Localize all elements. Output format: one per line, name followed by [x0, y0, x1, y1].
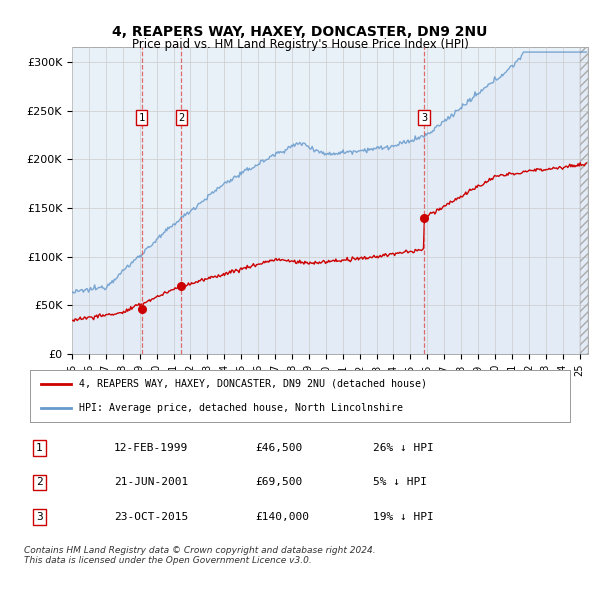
- Text: 1: 1: [139, 113, 145, 123]
- Text: 4, REAPERS WAY, HAXEY, DONCASTER, DN9 2NU (detached house): 4, REAPERS WAY, HAXEY, DONCASTER, DN9 2N…: [79, 379, 427, 389]
- Text: 26% ↓ HPI: 26% ↓ HPI: [373, 443, 434, 453]
- Text: 2: 2: [36, 477, 43, 487]
- Text: Price paid vs. HM Land Registry's House Price Index (HPI): Price paid vs. HM Land Registry's House …: [131, 38, 469, 51]
- Text: Contains HM Land Registry data © Crown copyright and database right 2024.: Contains HM Land Registry data © Crown c…: [24, 546, 376, 555]
- Text: This data is licensed under the Open Government Licence v3.0.: This data is licensed under the Open Gov…: [24, 556, 312, 565]
- Text: 4, REAPERS WAY, HAXEY, DONCASTER, DN9 2NU: 4, REAPERS WAY, HAXEY, DONCASTER, DN9 2N…: [112, 25, 488, 40]
- Text: 12-FEB-1999: 12-FEB-1999: [114, 443, 188, 453]
- Text: £46,500: £46,500: [255, 443, 302, 453]
- Text: 23-OCT-2015: 23-OCT-2015: [114, 512, 188, 522]
- Text: 1: 1: [36, 443, 43, 453]
- Text: 5% ↓ HPI: 5% ↓ HPI: [373, 477, 427, 487]
- Text: 3: 3: [36, 512, 43, 522]
- Text: £140,000: £140,000: [255, 512, 309, 522]
- Text: 3: 3: [421, 113, 427, 123]
- Text: HPI: Average price, detached house, North Lincolnshire: HPI: Average price, detached house, Nort…: [79, 403, 403, 413]
- Text: 19% ↓ HPI: 19% ↓ HPI: [373, 512, 434, 522]
- Text: 2: 2: [178, 113, 185, 123]
- Text: £69,500: £69,500: [255, 477, 302, 487]
- Text: 21-JUN-2001: 21-JUN-2001: [114, 477, 188, 487]
